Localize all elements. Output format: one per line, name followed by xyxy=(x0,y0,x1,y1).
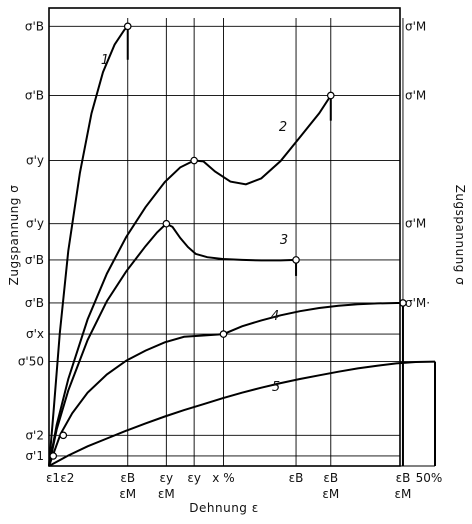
curve-label-2: 2 xyxy=(279,120,287,135)
y-axis-title-right: Zugspannung σ xyxy=(453,185,467,286)
y-tick-label-left-6: σ'x xyxy=(26,327,44,341)
y-tick-labels-left: σ'B σ'B σ'y σ'y σ'B σ'B σ'x σ'50 σ'2 σ'1 xyxy=(18,19,44,463)
curve-4-line xyxy=(48,302,403,467)
x-tick-label-5: x % xyxy=(212,471,234,485)
y-tick-label-left-5: σ'B xyxy=(25,296,44,310)
y-tick-label-left-7: σ'50 xyxy=(18,355,44,369)
curve-label-3: 3 xyxy=(280,233,288,248)
marker-point-2 xyxy=(190,156,198,165)
x-tick-label-1: ε2 xyxy=(60,471,74,485)
x-axis-title: Dehnung ε xyxy=(189,501,258,515)
curve-5-line xyxy=(48,360,436,467)
curve-label-5: 5 xyxy=(272,380,280,395)
y-tick-label-right-1: σ'M xyxy=(405,88,426,102)
x-tick-label-2: εB εM xyxy=(119,471,136,501)
x-tick-label-0: ε1 xyxy=(46,471,60,485)
marker-point-4 xyxy=(292,256,300,264)
marker-point-6 xyxy=(219,330,228,338)
curve-label-1: 1 xyxy=(101,53,109,68)
marker-point-0 xyxy=(123,22,132,31)
y-tick-labels-right: σ'M σ'M σ'M σ'M· xyxy=(405,19,430,310)
x-tick-label-3: εy εM xyxy=(158,471,175,501)
y-tick-label-right-3: σ'M· xyxy=(405,296,430,310)
curves xyxy=(48,25,436,467)
curve-label-4: 4 xyxy=(271,309,279,324)
reference-lines xyxy=(49,18,436,467)
y-tick-label-left-4: σ'B xyxy=(25,253,44,267)
y-tick-label-left-0: σ'B xyxy=(25,19,44,33)
y-tick-label-right-2: σ'M xyxy=(405,217,426,231)
curve-markers xyxy=(49,22,407,460)
x-tick-label-6: εB xyxy=(289,471,304,485)
x-tick-label-4: εy xyxy=(187,471,201,485)
y-tick-label-left-9: σ'1 xyxy=(25,449,44,463)
marker-point-7 xyxy=(59,431,68,440)
y-tick-label-left-2: σ'y xyxy=(26,154,44,168)
curve-3-line xyxy=(48,222,297,467)
y-axis-title-left: Zugspannung σ xyxy=(7,185,21,286)
x-tick-label-8: εB εM xyxy=(395,471,412,501)
x-tick-label-7: εB εM xyxy=(322,471,339,501)
y-tick-label-left-8: σ'2 xyxy=(25,428,44,442)
plot-frame xyxy=(48,7,401,467)
marker-point-3 xyxy=(162,219,171,228)
y-tick-label-left-3: σ'y xyxy=(26,217,44,231)
y-tick-label-right-0: σ'M xyxy=(405,19,426,33)
curve-labels: 1 2 3 4 5 xyxy=(101,53,288,395)
y-tick-label-left-1: σ'B xyxy=(25,88,44,102)
curve-1-line xyxy=(48,25,129,467)
marker-point-1 xyxy=(326,91,335,100)
x-tick-labels: ε1 ε2 εB εM εy εM εy x % εB εB εM εB εM 50% xyxy=(46,471,442,501)
marker-point-8 xyxy=(49,452,58,460)
curve-2-line xyxy=(48,94,332,467)
x-tick-label-9: 50% xyxy=(416,471,443,485)
